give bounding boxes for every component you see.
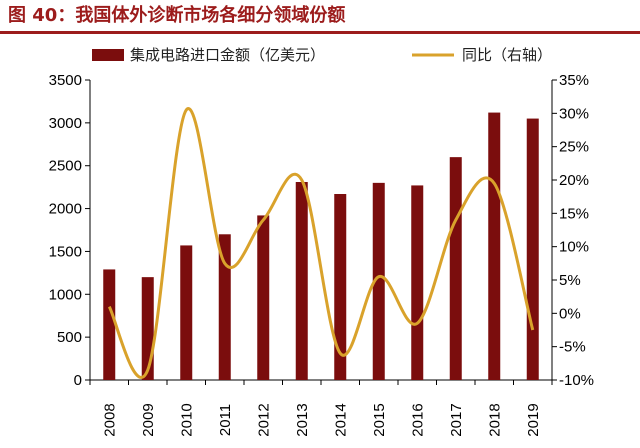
y-right-tick-label: -10% (559, 372, 594, 389)
x-tick-label: 2015 (371, 403, 388, 436)
y-left-tick-label: 2500 (49, 158, 82, 175)
y-left-tick-label: 3500 (49, 72, 82, 89)
bar (218, 234, 231, 380)
x-tick-label: 2012 (255, 403, 272, 436)
bar (141, 277, 154, 380)
y-left-tick-label: 1500 (49, 243, 82, 260)
y-right-tick-label: 0% (559, 305, 581, 322)
x-tick-label: 2016 (409, 403, 426, 436)
bar (488, 112, 501, 381)
legend-label-bar: 集成电路进口金额（亿美元） (130, 46, 325, 64)
bar (257, 215, 270, 380)
y-left-tick-label: 2000 (49, 201, 82, 218)
x-tick-label: 2014 (332, 403, 349, 436)
chart-legend: 集成电路进口金额（亿美元） 同比（右轴） (92, 46, 552, 64)
x-tick-label: 2010 (178, 403, 195, 436)
y-left-tick-label: 500 (57, 329, 82, 346)
bar (411, 185, 424, 380)
y-left-tick-label: 0 (74, 372, 82, 389)
bar (180, 245, 193, 380)
chart-title: 图 40：我国体外诊断市场各细分领域份额 (8, 5, 346, 26)
y-right-tick-label: 10% (559, 239, 589, 256)
y-right-tick-label: 15% (559, 205, 589, 222)
bar (295, 182, 308, 380)
y-right-tick-label: 25% (559, 139, 589, 156)
bar (103, 269, 116, 380)
y-right-tick-label: 30% (559, 105, 589, 122)
bar (449, 157, 462, 380)
y-right-tick-label: -5% (559, 339, 586, 356)
x-tick-label: 2009 (140, 403, 157, 436)
chart-axes: 0 500 1000 1500 2000 2500 3000 3500 -10% -5% 0% 5% 1… (49, 72, 594, 437)
x-tick-label: 2017 (448, 403, 465, 436)
line-series (107, 107, 535, 379)
bar-series (103, 112, 539, 381)
legend-swatch-bar (92, 49, 124, 61)
y-right-tick-label: 5% (559, 272, 581, 289)
bar (334, 194, 347, 380)
title-rule (0, 31, 640, 34)
y-right-tick-label: 20% (559, 172, 589, 189)
bar (526, 118, 539, 381)
y-left-tick-label: 3000 (49, 115, 82, 132)
y-right-tick-label: 35% (559, 72, 589, 89)
x-tick-label: 2013 (294, 403, 311, 436)
bar (372, 182, 385, 380)
x-tick-label: 2011 (217, 404, 234, 436)
yoy-line (107, 107, 535, 379)
legend-label-line: 同比（右轴） (462, 46, 552, 64)
x-tick-label: 2008 (101, 403, 118, 436)
y-left-tick-label: 1000 (49, 286, 82, 303)
x-tick-label: 2019 (525, 403, 542, 436)
x-tick-label: 2018 (486, 403, 503, 436)
